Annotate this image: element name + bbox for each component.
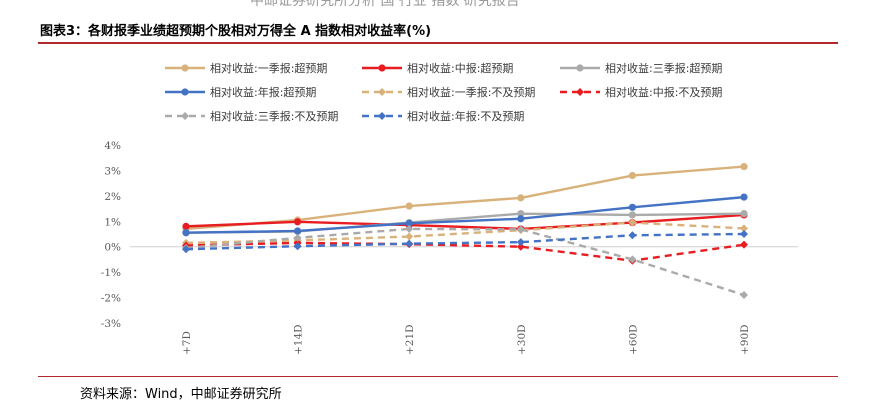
data-point [516, 242, 525, 251]
data-point [740, 193, 748, 201]
x-tick-label: +21D [404, 324, 416, 355]
data-point [628, 218, 637, 227]
y-tick-label: 4% [104, 140, 121, 152]
data-point [628, 211, 637, 219]
legend-marker [378, 64, 386, 72]
y-tick-label: 0% [104, 242, 121, 254]
data-point [740, 224, 748, 233]
data-point [293, 242, 302, 251]
legend-label: 相对收益:三季报:超预期 [605, 61, 722, 75]
data-point [517, 210, 525, 218]
legend-label: 相对收益:一季报:超预期 [210, 61, 327, 75]
legend-marker [181, 88, 189, 96]
legend-label: 相对收益:三季报:不及预期 [210, 109, 338, 123]
figure-title-bar: 图表3：各财报季业绩超预期个股相对万得全 A 指数相对收益率(%) [38, 20, 838, 44]
y-tick-label: 2% [104, 191, 121, 203]
data-point [405, 202, 413, 210]
x-tick-label: +30D [516, 324, 528, 355]
series-line [185, 241, 745, 262]
series-line [185, 232, 745, 251]
legend-label: 相对收益:一季报:不及预期 [407, 85, 535, 99]
legend-marker [576, 88, 584, 96]
y-tick-label: 1% [104, 216, 121, 228]
data-point [740, 163, 748, 171]
data-point [740, 291, 748, 300]
legend-marker [181, 64, 189, 72]
data-point [182, 222, 190, 230]
data-point [405, 219, 413, 227]
figure-title: 图表3：各财报季业绩超预期个股相对万得全 A 指数相对收益率(%) [40, 24, 432, 39]
x-tick-label: +7D [181, 331, 193, 355]
series-line [185, 195, 745, 234]
data-point [405, 232, 414, 241]
data-point [628, 231, 637, 240]
data-point [516, 238, 525, 247]
legend-marker [378, 88, 386, 96]
data-point [740, 230, 748, 238]
legend-label: 相对收益:中报:超预期 [407, 61, 513, 75]
series-line [185, 227, 745, 297]
data-point [405, 224, 414, 233]
data-point [740, 210, 748, 218]
data-point [294, 218, 302, 226]
legend-marker [181, 112, 189, 120]
data-point [516, 225, 525, 234]
data-point [628, 255, 637, 264]
x-tick-label: +14D [293, 324, 305, 355]
x-tick-label: +90D [739, 324, 751, 355]
source-note: 资料来源：Wind，中邮证券研究所 [80, 387, 282, 402]
data-point [517, 215, 525, 223]
data-point [628, 203, 637, 211]
data-point [628, 171, 637, 180]
cropped-header-fragment: 中邮证券研究所分析 国 行业 指数 研究报告 [0, 0, 878, 8]
legend-label: 相对收益:年报:超预期 [210, 85, 316, 99]
y-tick-label: -3% [101, 318, 121, 330]
data-point [182, 245, 190, 254]
legend-marker [576, 64, 584, 72]
series-line [185, 221, 745, 245]
legend-label: 相对收益:年报:不及预期 [407, 109, 524, 123]
x-tick-label: +60D [627, 324, 639, 355]
legend-marker [378, 112, 386, 120]
legend-label: 相对收益:中报:不及预期 [605, 85, 722, 99]
data-point [405, 239, 414, 248]
data-point [294, 227, 302, 235]
data-point [740, 240, 748, 249]
y-tick-label: -2% [101, 293, 121, 305]
y-tick-label: 3% [104, 165, 121, 177]
y-tick-label: -1% [101, 267, 121, 279]
series-line [185, 213, 745, 231]
header-fragment-text: 中邮证券研究所分析 国 行业 指数 研究报告 [250, 0, 520, 8]
footer-divider [38, 376, 838, 377]
data-point [182, 229, 190, 237]
data-point [293, 233, 302, 242]
data-point [517, 194, 525, 202]
